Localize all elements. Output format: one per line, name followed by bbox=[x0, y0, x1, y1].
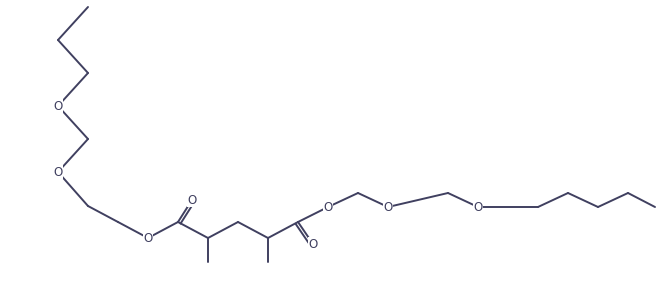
Text: O: O bbox=[54, 99, 62, 113]
Text: O: O bbox=[54, 166, 62, 178]
Text: O: O bbox=[143, 232, 152, 244]
Text: O: O bbox=[188, 193, 197, 207]
Text: O: O bbox=[324, 200, 333, 214]
Text: O: O bbox=[308, 237, 318, 251]
Text: O: O bbox=[473, 200, 483, 214]
Text: O: O bbox=[383, 200, 392, 214]
